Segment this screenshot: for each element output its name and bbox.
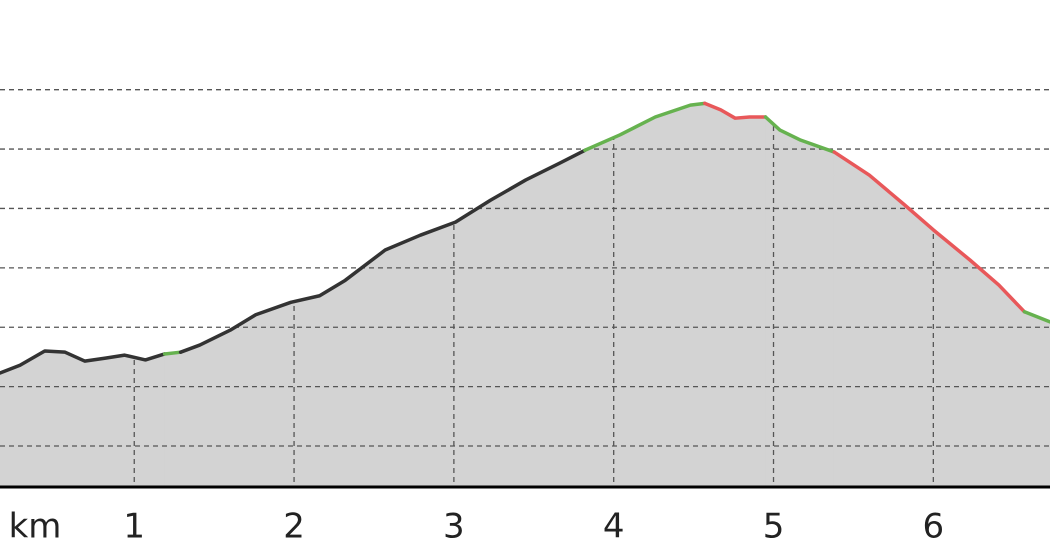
area [164,351,182,488]
area [0,350,166,488]
x-axis-label: km [9,507,62,547]
area [765,115,835,488]
profile-line [703,101,768,120]
x-tick-label: 1 [123,507,145,547]
x-tick-label: 3 [443,507,465,547]
profile-line [162,350,183,356]
x-tick-label: 6 [923,507,945,547]
area [180,149,586,488]
x-tick-label: 2 [283,507,305,547]
area [1023,311,1050,488]
area [584,102,706,488]
profile-line [763,115,836,154]
profile-line [832,150,1027,314]
area [704,102,767,488]
x-tick-label: 5 [763,507,785,547]
profile-line [583,101,707,153]
profile-line [178,148,587,354]
profile-line [0,349,167,375]
profile-line [1022,310,1050,324]
x-tick-label: 4 [603,507,625,547]
area [833,151,1025,488]
